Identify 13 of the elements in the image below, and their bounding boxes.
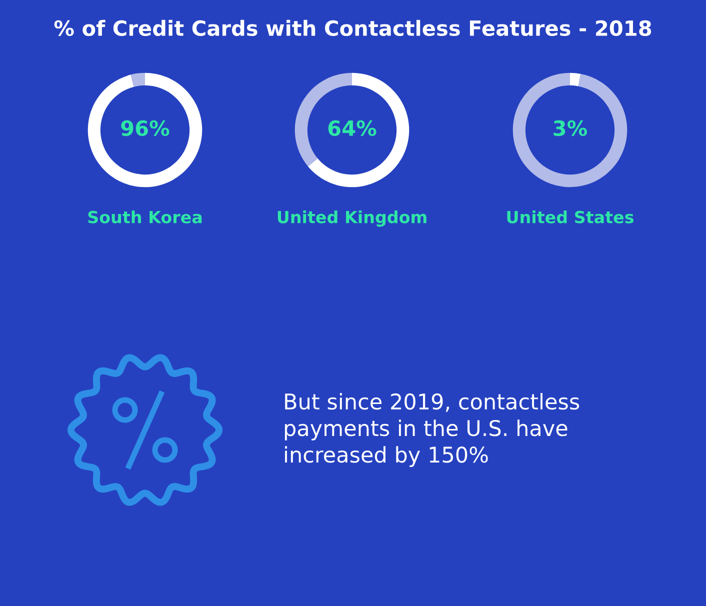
data-label: 96%: [121, 120, 170, 136]
text: United Kingdom: [278, 210, 426, 227]
text: South Korea: [88, 210, 202, 224]
text: United States: [507, 210, 634, 224]
donut-slice: [308, 72, 410, 188]
text: % of Credit Cards with Contactless Features - 2018: [54, 20, 652, 36]
donut-slice: [88, 72, 202, 188]
text: But since 2019, contactless payments in the U.S. have increased by 150%: [284, 393, 580, 467]
data-label: 3%: [554, 120, 588, 136]
donut-slice: [130, 72, 145, 87]
donut-slice: [512, 72, 628, 188]
donut-slice: [570, 72, 581, 86]
data-label: 64%: [328, 120, 376, 136]
